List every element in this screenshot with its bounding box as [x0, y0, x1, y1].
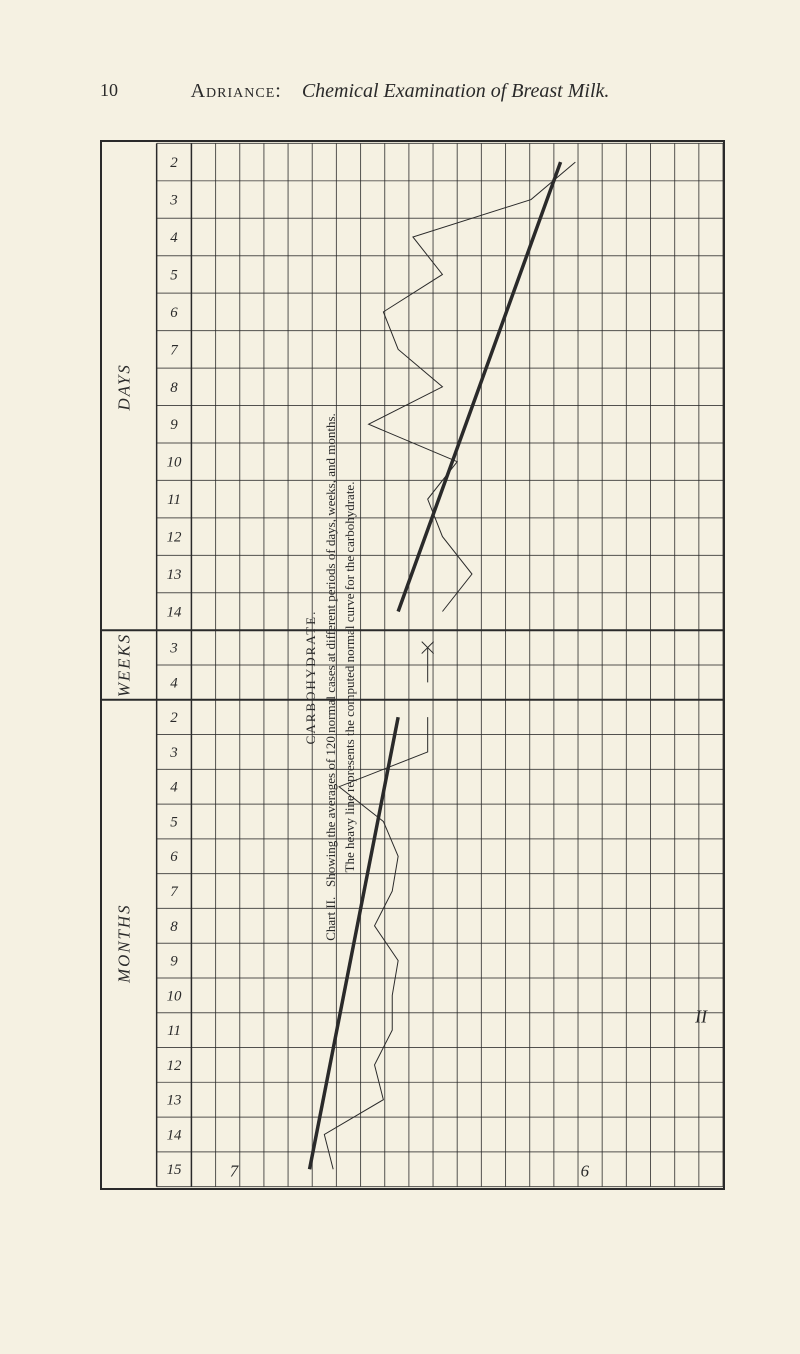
svg-text:MONTHS: MONTHS — [114, 903, 133, 983]
svg-text:12: 12 — [167, 1058, 182, 1074]
svg-text:7: 7 — [170, 342, 178, 358]
svg-text:13: 13 — [167, 1093, 182, 1109]
svg-text:11: 11 — [167, 492, 181, 508]
svg-text:14: 14 — [167, 604, 182, 620]
caption-title: CARBOHYDRATE. — [303, 610, 318, 745]
svg-text:6: 6 — [170, 849, 178, 865]
svg-text:8: 8 — [170, 919, 178, 935]
svg-text:4: 4 — [170, 780, 178, 796]
carbohydrate-chart: 2 3 4 5 6 7 8 9 10 11 12 13 14 DAYS 3 4 WEEKS 2 3 4 5 6 7 8 9 10 1… — [100, 140, 725, 1190]
svg-text:4: 4 — [170, 675, 178, 691]
svg-text:5: 5 — [170, 267, 177, 283]
page-header: Adriance: Chemical Examination of Breast… — [0, 80, 800, 103]
svg-text:7: 7 — [170, 884, 178, 900]
svg-text:6: 6 — [170, 305, 178, 321]
svg-text:9: 9 — [170, 954, 178, 970]
svg-text:13: 13 — [167, 567, 182, 583]
caption-line1: Showing the averages of 120 normal cases… — [322, 413, 337, 887]
svg-text:3: 3 — [169, 193, 177, 209]
svg-text:WEEKS: WEEKS — [114, 633, 133, 697]
svg-text:12: 12 — [167, 530, 182, 546]
svg-text:5: 5 — [170, 814, 177, 830]
chart-caption: CARBOHYDRATE. Chart II. Showing the aver… — [301, 152, 360, 1202]
svg-text:14: 14 — [167, 1127, 182, 1143]
caption-line2: The heavy line represents the computed n… — [342, 482, 357, 873]
svg-text:4: 4 — [170, 230, 178, 246]
svg-text:2: 2 — [170, 710, 178, 726]
svg-text:6: 6 — [581, 1162, 590, 1181]
svg-text:7: 7 — [230, 1162, 240, 1181]
caption-chart-label: Chart II. — [322, 897, 337, 941]
svg-text:3: 3 — [169, 641, 177, 657]
svg-text:15: 15 — [167, 1162, 182, 1178]
svg-text:9: 9 — [170, 417, 178, 433]
author-name: Adriance: — [191, 80, 282, 102]
svg-text:2: 2 — [170, 155, 178, 171]
svg-text:3: 3 — [169, 745, 177, 761]
svg-text:10: 10 — [167, 455, 182, 471]
svg-text:DAYS: DAYS — [114, 363, 133, 411]
chart-svg: 2 3 4 5 6 7 8 9 10 11 12 13 14 DAYS 3 4 WEEKS 2 3 4 5 6 7 8 9 10 1… — [102, 142, 723, 1188]
svg-text:10: 10 — [167, 988, 182, 1004]
svg-text:8: 8 — [170, 380, 178, 396]
svg-text:11: 11 — [167, 1023, 181, 1039]
page-title: Chemical Examination of Breast Milk. — [302, 80, 610, 102]
svg-text:II: II — [694, 1007, 708, 1027]
